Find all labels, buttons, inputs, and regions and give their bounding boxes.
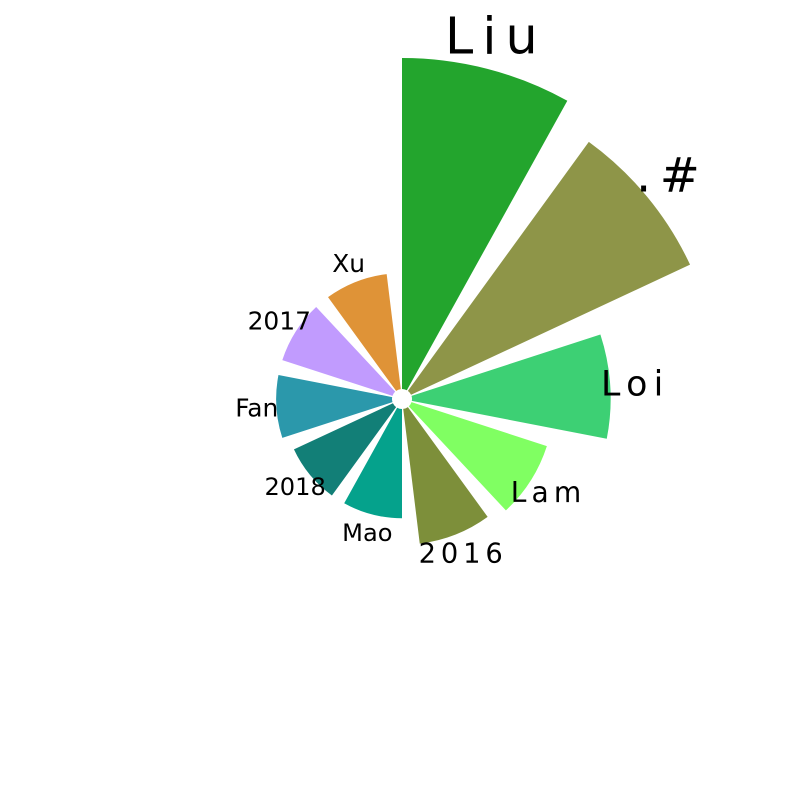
bar-label-liu-0: Liu [445, 7, 547, 66]
bar-xu-9 [328, 274, 401, 391]
bar-label-loi-2: Loi [601, 365, 670, 405]
bar-label-lam-3: Lam [511, 476, 587, 509]
bar-symbol-1 [407, 141, 691, 395]
bar-fan-7 [276, 374, 393, 438]
bar-loi-2 [411, 334, 611, 439]
bar-label-2017-8: 2017 [248, 306, 311, 335]
bar-label-xu-9: Xu [332, 249, 365, 278]
bar-label-symbol-1: .# [636, 149, 709, 204]
bar-label-mao-5: Mao [342, 519, 392, 547]
bar-mao-5 [344, 407, 402, 519]
bar-lam-3 [408, 402, 547, 511]
bar-2017-8 [282, 306, 396, 396]
bar-group [276, 58, 691, 544]
bar-label-2016-4: 2016 [419, 539, 508, 570]
bar-2016-4 [403, 407, 488, 544]
bar-label-fan-7: Fan [235, 393, 278, 422]
bar-2018-6 [293, 403, 397, 496]
bar-liu-0 [402, 58, 568, 391]
bar-label-2018-6: 2018 [264, 473, 325, 501]
